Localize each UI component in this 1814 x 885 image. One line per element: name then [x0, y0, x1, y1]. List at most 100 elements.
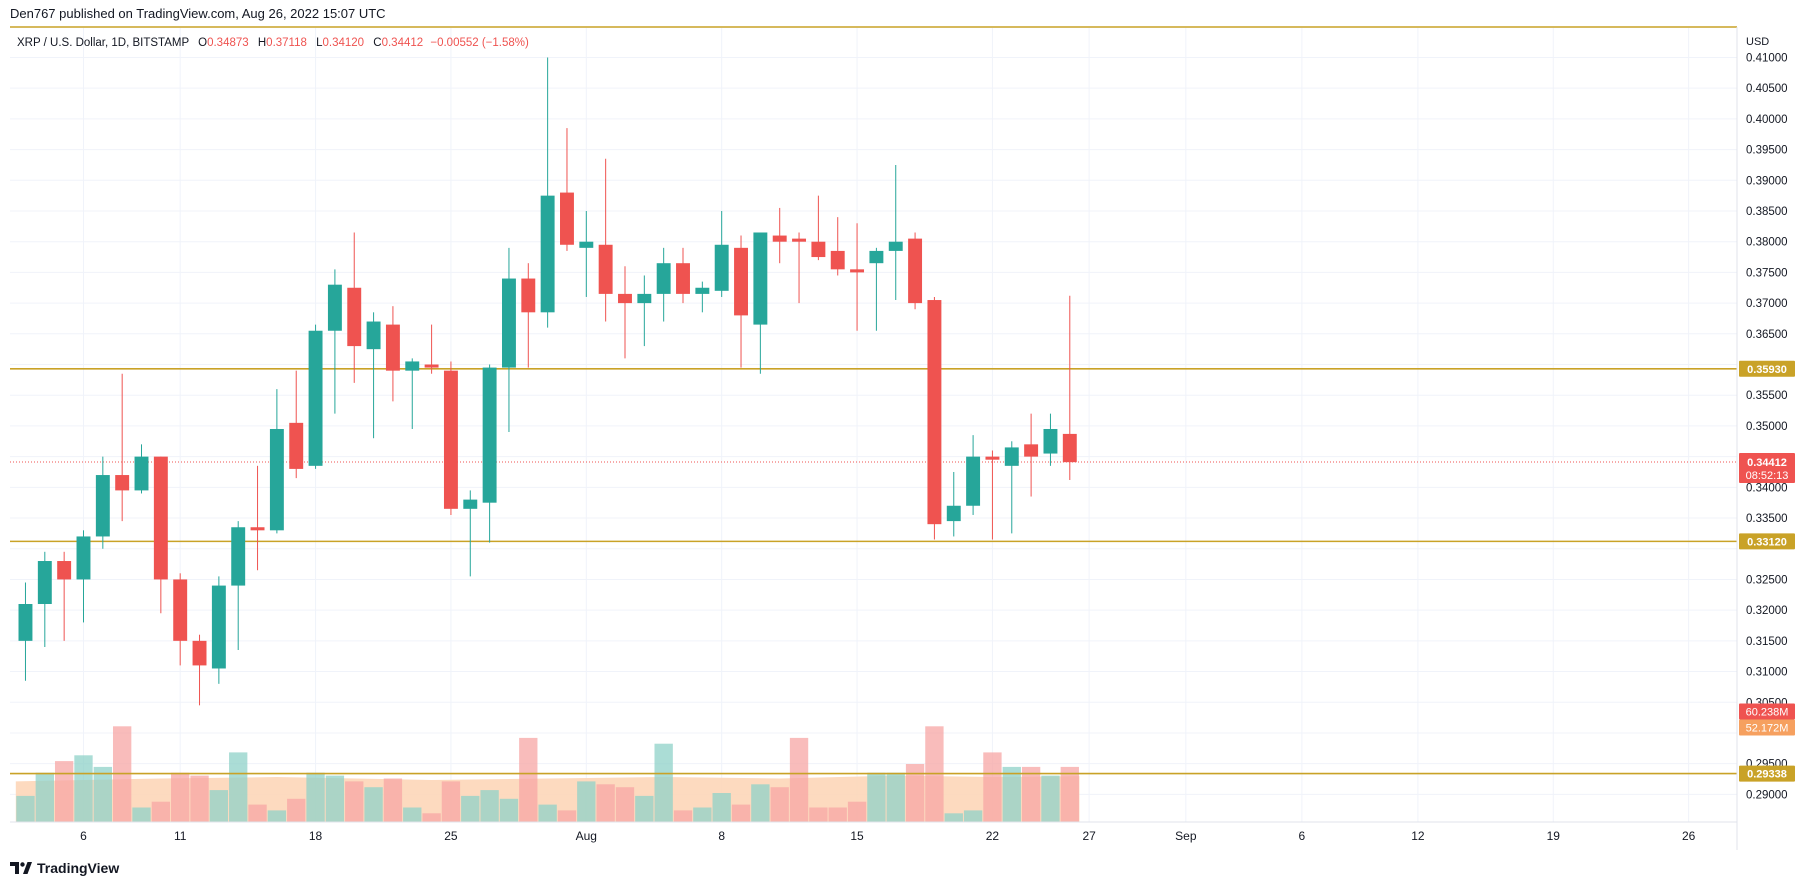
volume-bar: [190, 775, 209, 822]
candle-body: [869, 250, 884, 264]
candle-body: [792, 238, 807, 242]
price-axis: 0.41000 0.40500 0.40000 0.39500 0.39000 0.385…: [1746, 52, 1788, 801]
volume-layer: [15, 726, 1080, 822]
candle-body: [908, 238, 923, 304]
time-tick-label: 25: [444, 829, 458, 843]
volume-bar: [731, 804, 751, 822]
candle-body: [327, 284, 342, 331]
level-label: 0.35930: [1747, 364, 1787, 376]
candle-body: [95, 475, 110, 537]
volume-label: 52.172M: [1746, 722, 1789, 734]
candle-body: [192, 640, 207, 666]
volume-bar: [345, 781, 364, 822]
volume-label: 60.238M: [1746, 706, 1789, 718]
volume-label-bg: [1739, 719, 1795, 736]
volume-label-bg: [1739, 703, 1795, 720]
tradingview-logo-icon: [10, 862, 32, 874]
candle-body: [153, 456, 168, 580]
time-tick-label: 15: [850, 829, 864, 843]
candle-body: [714, 244, 729, 291]
time-tick-label: 11: [174, 829, 187, 843]
time-tick-label: 22: [986, 829, 1000, 843]
volume-bar: [886, 772, 905, 822]
candle-body: [676, 263, 690, 294]
candle-body: [1062, 433, 1077, 463]
ohlc-legend: XRP / U.S. Dollar, 1D, BITSTAMP O0.34873…: [17, 37, 529, 49]
volume-bar: [751, 784, 770, 822]
volume-bar: [1002, 766, 1021, 822]
candle-body: [734, 247, 748, 316]
price-chart[interactable]: 0.41000 0.40500 0.40000 0.39500 0.39000 0.385…: [0, 0, 1814, 850]
price-tick-label: 0.29000: [1746, 789, 1788, 801]
time-tick-label: Aug: [576, 829, 597, 843]
volume-bar: [54, 761, 74, 822]
currency-label: USD: [1746, 36, 1769, 48]
candle-body: [366, 321, 381, 350]
volume-bar: [229, 752, 248, 822]
volume-bar: [770, 787, 789, 822]
candles-layer: [18, 57, 1077, 706]
time-tick-label: Sep: [1175, 829, 1197, 843]
volume-bar: [615, 787, 635, 822]
price-tick-label: 0.38000: [1746, 237, 1788, 249]
volume-bar: [944, 813, 963, 822]
candle-body: [424, 364, 439, 368]
candle-body: [579, 241, 594, 248]
volume-bar: [693, 807, 712, 822]
level-label: 0.29338: [1747, 769, 1787, 781]
footer[interactable]: TradingView: [10, 860, 119, 876]
candle-body: [598, 244, 613, 294]
volume-bar: [132, 807, 151, 822]
candle-body: [308, 330, 323, 466]
price-tick-label: 0.31000: [1746, 667, 1788, 679]
candle-body: [57, 561, 72, 580]
volume-bar: [441, 781, 461, 822]
time-tick-label: 8: [718, 829, 725, 843]
legend-low-value: 0.34120: [323, 37, 365, 49]
price-tick-label: 0.40000: [1746, 114, 1788, 126]
volume-bar: [809, 807, 828, 822]
legend-open-label: O: [198, 37, 207, 49]
time-tick-label: 26: [1682, 829, 1696, 843]
candle-body: [656, 263, 671, 294]
price-tick-label: 0.39500: [1746, 145, 1788, 157]
footer-brand: TradingView: [37, 860, 120, 876]
candle-body: [37, 561, 52, 605]
time-tick-label: 6: [80, 829, 87, 843]
candle-body: [753, 232, 768, 325]
volume-bar: [93, 766, 112, 822]
volume-bar: [287, 798, 306, 822]
candle-body: [250, 527, 265, 531]
time-tick-label: 6: [1299, 829, 1306, 843]
volume-bar: [828, 807, 847, 822]
volume-bar: [306, 772, 325, 822]
candle-body: [618, 293, 632, 304]
candle-body: [850, 269, 865, 273]
volume-bar: [267, 810, 287, 822]
candle-body: [966, 456, 981, 506]
volume-bar: [209, 790, 229, 822]
candle-body: [772, 235, 787, 242]
publisher-line: Den767 published on TradingView.com, Aug…: [10, 6, 386, 21]
candle-body: [888, 241, 903, 251]
candle-body: [560, 192, 574, 245]
price-tick-label: 0.39000: [1746, 175, 1788, 187]
legend-high-label: H: [258, 37, 266, 49]
legend-close-value: 0.34412: [382, 37, 424, 49]
volume-bar: [538, 804, 557, 822]
time-tick-label: 12: [1411, 829, 1425, 843]
price-tick-label: 0.32000: [1746, 605, 1788, 617]
price-tick-label: 0.38500: [1746, 206, 1788, 218]
horizontal-lines: [10, 368, 1737, 775]
level-label-bg: [1739, 765, 1795, 782]
candle-body: [405, 361, 420, 371]
legend-change: −0.00552 (−1.58%): [430, 37, 529, 49]
candle-body: [385, 324, 400, 371]
volume-bar: [557, 810, 577, 822]
volume-bar: [867, 772, 886, 822]
candle-body: [1024, 444, 1039, 457]
volume-bar: [499, 798, 519, 822]
price-tick-label: 0.40500: [1746, 83, 1788, 95]
volume-bar: [673, 810, 693, 822]
